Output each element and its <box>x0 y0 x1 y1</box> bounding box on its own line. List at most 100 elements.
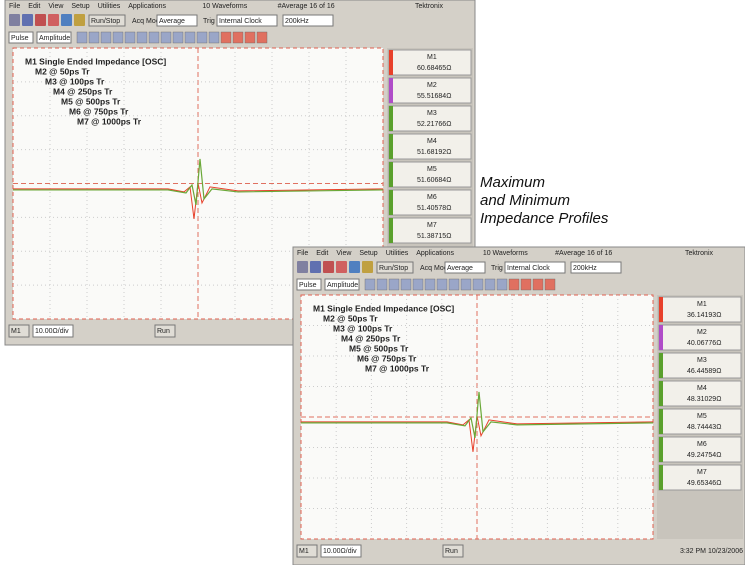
readout-name: M2 <box>427 82 437 89</box>
readout-value: 49.24754Ω <box>687 452 721 459</box>
toolbar-label[interactable]: Pulse <box>11 35 29 42</box>
footer-label[interactable]: 10.00Ω/div <box>35 328 69 335</box>
tool-icon[interactable] <box>449 279 459 290</box>
readout-name: M5 <box>697 413 707 420</box>
tool-icon[interactable] <box>245 32 255 43</box>
tool-icon[interactable] <box>533 279 543 290</box>
menu-item[interactable]: View <box>336 250 352 257</box>
tool-icon[interactable] <box>545 279 555 290</box>
status-text: Tektronix <box>685 250 714 257</box>
tool-icon[interactable] <box>209 32 219 43</box>
tool-icon[interactable] <box>323 261 334 273</box>
readout-stripe <box>659 353 663 378</box>
readout-stripe <box>659 325 663 350</box>
tool-icon[interactable] <box>336 261 347 273</box>
menu-item[interactable]: Utilities <box>386 250 409 257</box>
toolbar-label[interactable]: Amplitude <box>327 282 358 289</box>
tool-icon[interactable] <box>101 32 111 43</box>
toolbar-label[interactable]: Internal Clock <box>507 265 550 272</box>
tool-icon[interactable] <box>113 32 123 43</box>
tool-icon[interactable] <box>48 14 59 26</box>
readout-value: 48.31029Ω <box>687 396 721 403</box>
toolbar-label[interactable]: Internal Clock <box>219 18 262 25</box>
toolbar-label[interactable]: Amplitude <box>39 35 70 42</box>
tool-icon[interactable] <box>461 279 471 290</box>
tool-icon[interactable] <box>377 279 387 290</box>
menu-item[interactable]: Applications <box>416 250 454 257</box>
tool-icon[interactable] <box>221 32 231 43</box>
tool-icon[interactable] <box>61 14 72 26</box>
toolbar-label[interactable]: Pulse <box>299 282 317 289</box>
tool-icon[interactable] <box>349 261 360 273</box>
readout-stripe <box>659 437 663 462</box>
trace-label: M3 @ 100ps Tr <box>333 323 393 333</box>
menu-item[interactable]: File <box>9 3 20 10</box>
tool-icon[interactable] <box>497 279 507 290</box>
tool-icon[interactable] <box>521 279 531 290</box>
status-text: 10 Waveforms <box>202 3 247 10</box>
footer-label[interactable]: M1 <box>11 328 21 335</box>
tool-icon[interactable] <box>9 14 20 26</box>
tool-icon[interactable] <box>173 32 183 43</box>
tool-icon[interactable] <box>149 32 159 43</box>
menu-item[interactable]: View <box>48 3 64 10</box>
toolbar-label[interactable]: Average <box>447 265 473 272</box>
readout-stripe <box>659 381 663 406</box>
tool-icon[interactable] <box>161 32 171 43</box>
readout-value: 51.68192Ω <box>417 149 451 156</box>
menu-item[interactable]: Utilities <box>98 3 121 10</box>
toolbar-label[interactable]: Run/Stop <box>379 265 408 272</box>
menu-item[interactable]: Edit <box>316 250 328 257</box>
readout-stripe <box>389 218 393 243</box>
tool-icon[interactable] <box>257 32 267 43</box>
readout-name: M6 <box>427 194 437 201</box>
footer-label[interactable]: Run <box>157 328 170 335</box>
tool-icon[interactable] <box>437 279 447 290</box>
menu-item[interactable]: Setup <box>71 3 89 10</box>
readout-stripe <box>389 134 393 159</box>
tool-icon[interactable] <box>509 279 519 290</box>
tool-icon[interactable] <box>185 32 195 43</box>
tool-icon[interactable] <box>485 279 495 290</box>
toolbar-label[interactable]: Average <box>159 18 185 25</box>
tool-icon[interactable] <box>74 14 85 26</box>
tool-icon[interactable] <box>362 261 373 273</box>
footer-label[interactable]: M1 <box>299 548 309 555</box>
readout-value: 36.14193Ω <box>687 312 721 319</box>
tool-icon[interactable] <box>473 279 483 290</box>
toolbar-label: Trig <box>491 265 503 272</box>
tool-icon[interactable] <box>22 14 33 26</box>
trace-label: M7 @ 1000ps Tr <box>77 116 142 126</box>
toolbar-label[interactable]: 200kHz <box>573 265 597 272</box>
footer-label[interactable]: 10.00Ω/div <box>323 548 357 555</box>
tool-icon[interactable] <box>401 279 411 290</box>
readout-stripe <box>659 409 663 434</box>
tool-icon[interactable] <box>310 261 321 273</box>
toolbar-label[interactable]: 200kHz <box>285 18 309 25</box>
menu-item[interactable]: Edit <box>28 3 40 10</box>
tool-icon[interactable] <box>233 32 243 43</box>
tool-icon[interactable] <box>125 32 135 43</box>
tool-icon[interactable] <box>413 279 423 290</box>
readout-stripe <box>389 162 393 187</box>
status-text: 10 Waveforms <box>483 250 528 257</box>
tool-icon[interactable] <box>77 32 87 43</box>
tool-icon[interactable] <box>137 32 147 43</box>
trace-label: M1 Single Ended Impedance [OSC] <box>313 303 454 313</box>
toolbar-label[interactable]: Run/Stop <box>91 18 120 25</box>
tool-icon[interactable] <box>425 279 435 290</box>
tool-icon[interactable] <box>35 14 46 26</box>
tool-icon[interactable] <box>197 32 207 43</box>
menu-item[interactable]: Setup <box>359 250 377 257</box>
caption-line: Impedance Profiles <box>480 210 609 227</box>
tool-icon[interactable] <box>89 32 99 43</box>
readout-value: 51.38715Ω <box>417 233 451 240</box>
readout-stripe <box>389 106 393 131</box>
tool-icon[interactable] <box>389 279 399 290</box>
tool-icon[interactable] <box>365 279 375 290</box>
tool-icon[interactable] <box>297 261 308 273</box>
trace-label: M7 @ 1000ps Tr <box>365 363 430 373</box>
footer-label[interactable]: Run <box>445 548 458 555</box>
menu-item[interactable]: File <box>297 250 308 257</box>
menu-item[interactable]: Applications <box>128 3 166 10</box>
